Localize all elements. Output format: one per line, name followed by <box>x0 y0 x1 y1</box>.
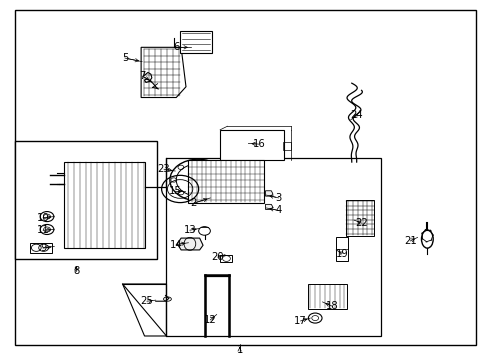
Text: 21: 21 <box>403 236 416 246</box>
Polygon shape <box>265 204 272 210</box>
Text: 19: 19 <box>335 248 347 258</box>
Bar <box>64 162 144 248</box>
Polygon shape <box>265 191 272 196</box>
Text: 5: 5 <box>122 53 128 63</box>
Bar <box>220 255 232 262</box>
Polygon shape <box>177 238 203 250</box>
Text: 20: 20 <box>211 252 224 262</box>
Text: 2: 2 <box>190 198 196 208</box>
Text: 10: 10 <box>37 213 49 222</box>
Text: 11: 11 <box>37 225 49 235</box>
Polygon shape <box>141 47 185 98</box>
Text: 8: 8 <box>73 266 79 276</box>
Bar <box>307 284 346 309</box>
Bar <box>345 200 373 235</box>
Bar <box>30 243 52 253</box>
Bar <box>282 142 291 149</box>
Ellipse shape <box>198 226 210 235</box>
Text: 22: 22 <box>354 218 367 228</box>
Bar <box>220 130 283 160</box>
Text: 13: 13 <box>183 225 196 235</box>
Text: 9: 9 <box>40 243 46 253</box>
Text: 7: 7 <box>139 71 145 81</box>
Text: 1: 1 <box>236 345 243 355</box>
Bar <box>335 237 347 261</box>
Text: 16: 16 <box>252 139 265 149</box>
Bar <box>180 31 211 53</box>
Text: 23: 23 <box>158 164 170 174</box>
Text: 4: 4 <box>275 206 281 216</box>
Bar <box>188 160 264 203</box>
Text: 24: 24 <box>349 111 362 121</box>
Ellipse shape <box>188 173 207 187</box>
Text: 15: 15 <box>168 186 181 197</box>
Bar <box>15 140 157 259</box>
Text: 3: 3 <box>275 193 281 203</box>
Text: 18: 18 <box>325 301 338 311</box>
Ellipse shape <box>421 230 432 248</box>
Text: 17: 17 <box>294 316 306 326</box>
Text: 14: 14 <box>169 239 182 249</box>
Text: 6: 6 <box>173 42 179 52</box>
Text: 25: 25 <box>141 296 153 306</box>
Text: 12: 12 <box>203 315 216 325</box>
